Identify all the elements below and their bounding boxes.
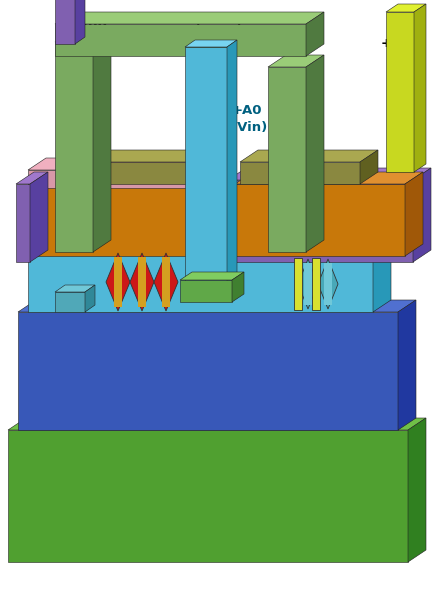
Polygon shape <box>28 240 391 252</box>
Polygon shape <box>28 170 200 188</box>
Polygon shape <box>185 40 237 47</box>
Polygon shape <box>28 252 373 312</box>
Polygon shape <box>306 55 324 252</box>
Polygon shape <box>93 30 111 252</box>
Polygon shape <box>162 258 170 307</box>
Polygon shape <box>190 150 208 184</box>
Polygon shape <box>318 259 338 309</box>
Polygon shape <box>200 172 218 256</box>
Polygon shape <box>235 184 405 256</box>
Polygon shape <box>200 158 218 188</box>
Polygon shape <box>228 168 431 180</box>
Polygon shape <box>114 258 122 307</box>
Polygon shape <box>130 253 154 311</box>
Polygon shape <box>16 184 30 262</box>
Polygon shape <box>8 418 426 430</box>
Polygon shape <box>228 180 413 262</box>
Polygon shape <box>16 172 48 184</box>
Polygon shape <box>180 272 244 280</box>
Polygon shape <box>227 40 237 292</box>
Polygon shape <box>294 258 302 310</box>
Text: +Vdd: +Vdd <box>68 19 108 32</box>
Text: NMOS Fin-block: NMOS Fin-block <box>262 227 374 240</box>
Polygon shape <box>28 184 200 256</box>
Polygon shape <box>8 430 408 562</box>
Polygon shape <box>325 263 332 305</box>
Polygon shape <box>232 272 244 302</box>
Polygon shape <box>55 0 75 44</box>
Text: +ZN (Vout): +ZN (Vout) <box>156 12 244 26</box>
Polygon shape <box>408 418 426 562</box>
Text: PMOS Fin-block: PMOS Fin-block <box>45 227 155 240</box>
Polygon shape <box>106 253 130 311</box>
Polygon shape <box>398 300 416 430</box>
Polygon shape <box>180 280 232 302</box>
Polygon shape <box>70 162 190 184</box>
Polygon shape <box>386 4 426 12</box>
Polygon shape <box>55 24 306 56</box>
Polygon shape <box>28 172 218 184</box>
Polygon shape <box>235 172 423 184</box>
Polygon shape <box>28 158 218 170</box>
Text: +A0
(Vin): +A0 (Vin) <box>232 104 268 134</box>
Polygon shape <box>240 150 378 162</box>
Polygon shape <box>154 253 178 311</box>
Polygon shape <box>85 285 95 312</box>
Text: +Vss: +Vss <box>381 37 417 50</box>
Polygon shape <box>360 150 378 184</box>
Polygon shape <box>30 172 48 262</box>
Polygon shape <box>18 312 398 430</box>
Polygon shape <box>304 263 311 305</box>
Polygon shape <box>55 292 85 312</box>
Polygon shape <box>185 47 227 292</box>
Polygon shape <box>306 12 324 56</box>
Polygon shape <box>55 30 111 42</box>
Polygon shape <box>386 12 414 172</box>
Polygon shape <box>298 259 318 309</box>
Polygon shape <box>55 285 95 292</box>
Polygon shape <box>240 162 360 184</box>
Polygon shape <box>55 42 93 252</box>
Polygon shape <box>414 4 426 172</box>
Polygon shape <box>268 55 324 67</box>
Polygon shape <box>413 168 431 262</box>
Polygon shape <box>55 12 324 24</box>
Polygon shape <box>312 258 320 310</box>
Polygon shape <box>138 258 146 307</box>
Polygon shape <box>268 67 306 252</box>
Polygon shape <box>405 172 423 256</box>
Polygon shape <box>70 150 208 162</box>
Polygon shape <box>75 0 85 44</box>
Polygon shape <box>18 300 416 312</box>
Polygon shape <box>373 240 391 312</box>
